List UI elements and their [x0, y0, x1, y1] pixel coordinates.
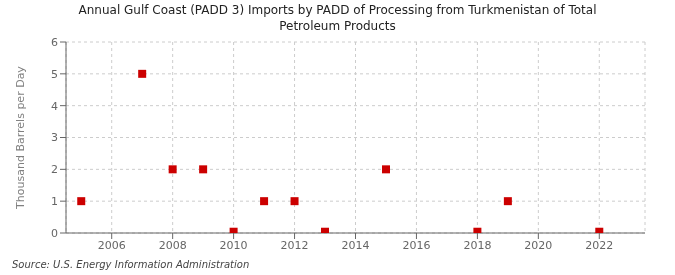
svg-text:2022: 2022 — [585, 239, 613, 252]
svg-text:1: 1 — [51, 195, 58, 208]
svg-text:2018: 2018 — [463, 239, 491, 252]
svg-text:2: 2 — [51, 163, 58, 176]
svg-text:4: 4 — [51, 100, 58, 113]
svg-text:0: 0 — [51, 227, 58, 240]
svg-text:2020: 2020 — [524, 239, 552, 252]
html-text:Source: U.S. Energy Informatio: Source: U.S. Energy Information Administ… — [12, 259, 250, 270]
svg-text:5: 5 — [51, 68, 58, 81]
svg-text:2014: 2014 — [342, 239, 370, 252]
svg-text:3: 3 — [51, 131, 58, 144]
svg-text:2006: 2006 — [98, 239, 126, 252]
svg-text:6: 6 — [51, 36, 58, 49]
svg-text:2016: 2016 — [402, 239, 430, 252]
svg-text:2012: 2012 — [281, 239, 309, 252]
svg-text:2008: 2008 — [159, 239, 187, 252]
html-text:Annual Gulf Coast (PADD 3) Imp: Annual Gulf Coast (PADD 3) Imports by PA… — [78, 3, 597, 17]
svg-text:Thousand Barrels per Day: Thousand Barrels per Day — [14, 66, 27, 210]
svg-text:2010: 2010 — [220, 239, 248, 252]
html-text:Petroleum Products: Petroleum Products — [279, 19, 396, 33]
